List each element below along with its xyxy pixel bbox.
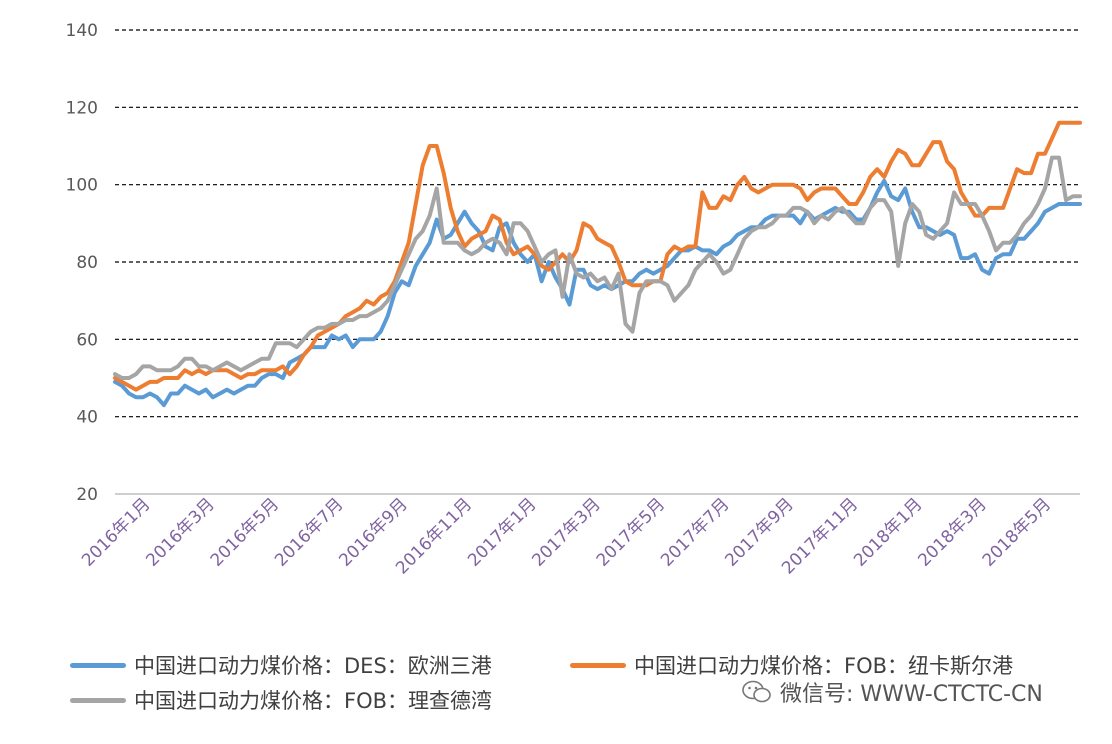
legend-item-des-europe: 中国进口动力煤价格：DES：欧洲三港 xyxy=(70,650,492,680)
series-line-2 xyxy=(113,120,1082,392)
y-tick-label: 60 xyxy=(76,330,98,350)
x-tick-label: 2017年1月 xyxy=(464,494,540,570)
x-tick-label: 2017年7月 xyxy=(657,494,733,570)
series-line-1 xyxy=(113,178,1082,408)
legend-swatch xyxy=(70,662,126,668)
y-tick-label: 100 xyxy=(66,176,98,196)
watermark: 微信号: WWW-CTCTC-CN xyxy=(742,676,1043,708)
x-tick-label: 2016年3月 xyxy=(142,494,218,570)
y-tick-label: 140 xyxy=(66,21,98,41)
legend-swatch xyxy=(570,662,626,668)
legend-swatch xyxy=(70,697,126,703)
legend-label: 中国进口动力煤价格：FOB：纽卡斯尔港 xyxy=(634,654,1014,678)
x-tick-label: 2018年5月 xyxy=(979,494,1055,570)
legend-label: 中国进口动力煤价格：FOB：理查德湾 xyxy=(134,689,493,713)
legend-item-fob-newcastle: 中国进口动力煤价格：FOB：纽卡斯尔港 xyxy=(570,650,1013,680)
watermark-text: 微信号: WWW-CTCTC-CN xyxy=(780,682,1043,707)
legend-label: 中国进口动力煤价格：DES：欧洲三港 xyxy=(134,654,492,678)
x-tick-label: 2017年3月 xyxy=(528,494,604,570)
x-tick-label: 2016年7月 xyxy=(271,494,347,570)
x-tick-label: 2016年5月 xyxy=(207,494,283,570)
legend-item-fob-richards-bay: 中国进口动力煤价格：FOB：理查德湾 xyxy=(70,685,492,715)
x-tick-label: 2018年3月 xyxy=(914,494,990,570)
wechat-icon xyxy=(742,680,771,703)
y-tick-label: 80 xyxy=(76,253,98,273)
x-tick-label: 2017年5月 xyxy=(593,494,669,570)
y-tick-label: 40 xyxy=(76,408,98,428)
y-tick-label: 120 xyxy=(66,98,98,118)
x-tick-label: 2018年1月 xyxy=(850,494,926,570)
x-tick-label: 2016年1月 xyxy=(78,494,154,570)
series-line-3 xyxy=(113,155,1082,380)
y-tick-label: 20 xyxy=(76,485,98,505)
